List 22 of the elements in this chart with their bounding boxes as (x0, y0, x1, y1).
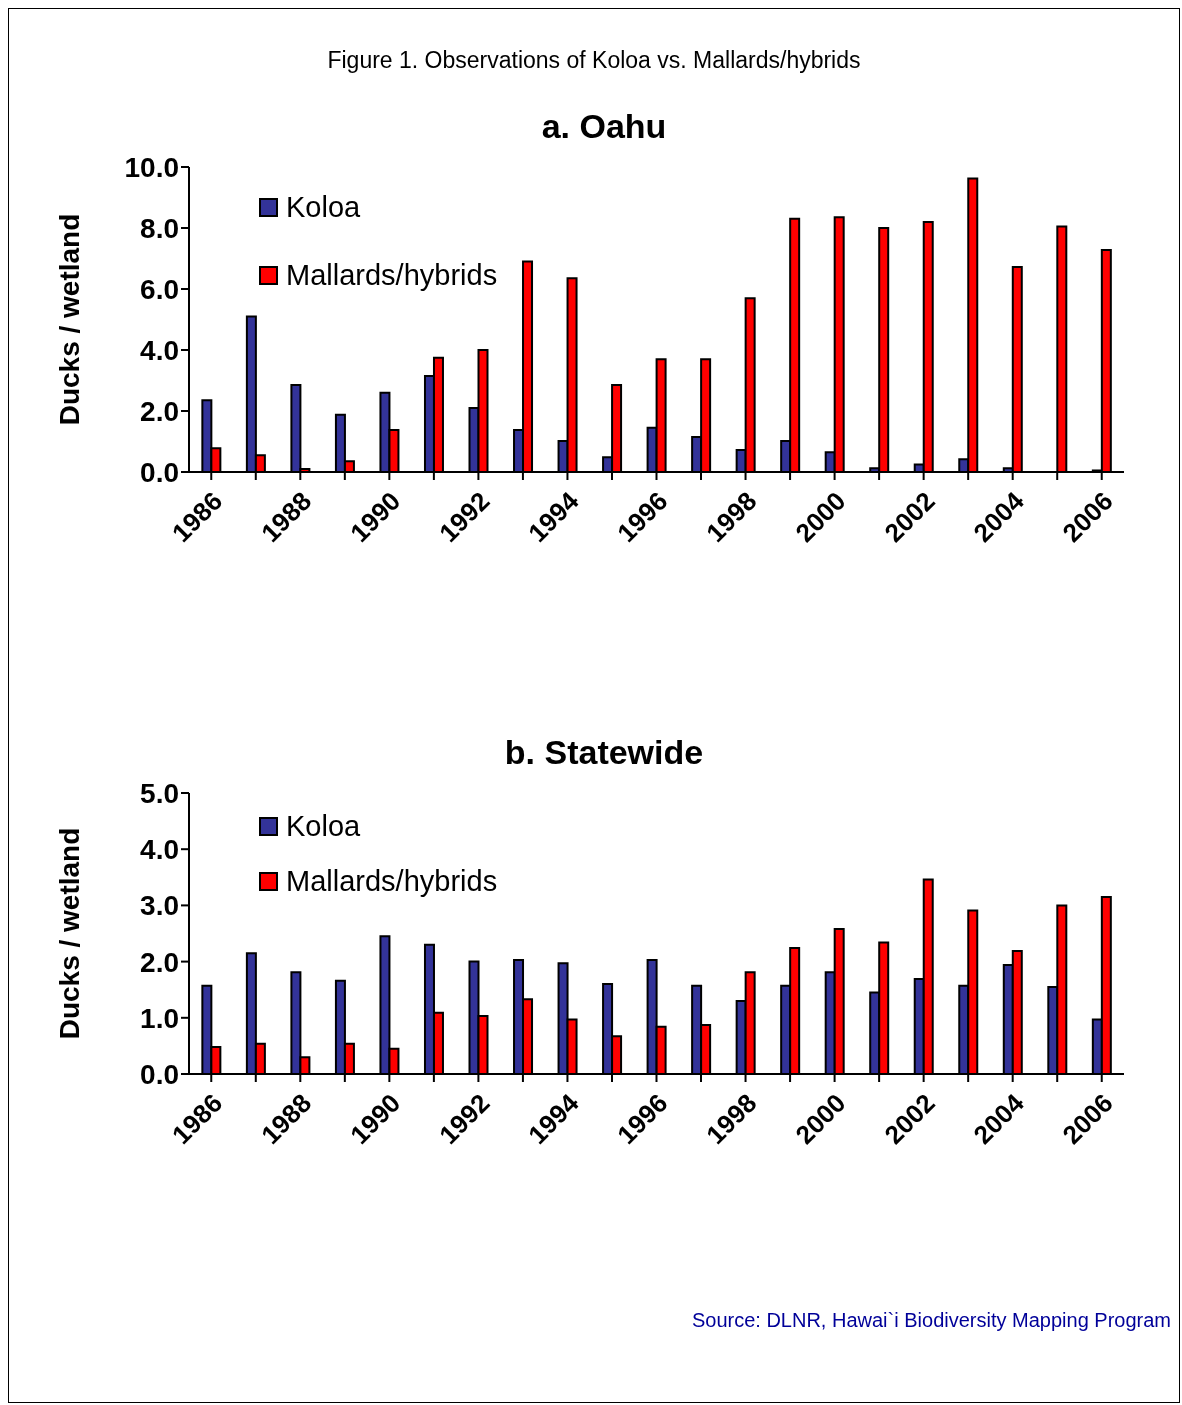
y-tick-label: 6.0 (140, 273, 179, 305)
legend-label: Mallards/hybrids (286, 258, 498, 292)
y-tick-label: 4.0 (140, 334, 179, 366)
chart-title: a. Oahu (540, 107, 668, 147)
source-note: Source: DLNR, Hawai`i Biodiversity Mapping Program (690, 1309, 1172, 1332)
y-tick-label: 3.0 (140, 890, 179, 922)
y-tick-label: 1.0 (140, 1002, 179, 1034)
y-tick-label: 4.0 (140, 834, 179, 866)
legend-label: Koloa (286, 810, 361, 843)
legend-label: Koloa (286, 190, 361, 224)
y-tick-label: 10.0 (124, 151, 179, 183)
y-tick-label: 0.0 (140, 456, 179, 488)
y-tick-label: 2.0 (140, 946, 179, 978)
legend-label: Mallards/hybrids (286, 865, 498, 898)
caption: Figure 1. Observations of Koloa vs. Mallards/hybrids (326, 46, 862, 75)
y-tick-label: 8.0 (140, 212, 179, 244)
y-axis-title: Ducks / wetland (53, 827, 85, 1040)
y-tick-label: 0.0 (140, 1058, 179, 1090)
y-tick-label: 5.0 (140, 777, 179, 809)
y-axis-title: Ducks / wetland (53, 213, 85, 426)
y-tick-label: 2.0 (140, 395, 179, 427)
chart-title: b. Statewide (503, 733, 705, 773)
